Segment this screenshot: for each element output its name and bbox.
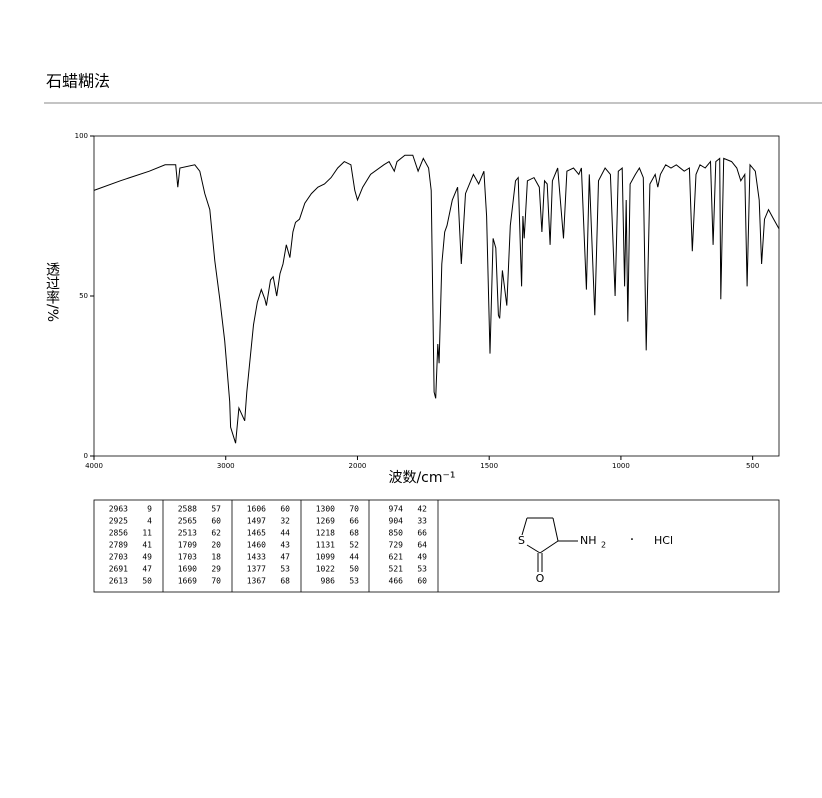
peak-transmittance: 44	[280, 529, 290, 538]
peak-transmittance: 60	[280, 505, 290, 514]
peak-transmittance: 53	[417, 565, 427, 574]
peak-transmittance: 53	[280, 565, 290, 574]
peak-transmittance: 41	[142, 541, 152, 550]
peak-wavenumber: 2565	[178, 517, 197, 526]
substituent: NH	[580, 534, 597, 547]
x-tick-label: 4000	[85, 462, 103, 470]
peak-transmittance: 32	[280, 517, 290, 526]
y-tick-label: 50	[79, 292, 88, 300]
peak-transmittance: 4	[147, 517, 152, 526]
peak-transmittance: 47	[280, 553, 290, 562]
peak-transmittance: 60	[417, 577, 427, 586]
peak-transmittance: 50	[142, 577, 152, 586]
peak-transmittance: 20	[211, 541, 221, 550]
peak-wavenumber: 729	[389, 541, 404, 550]
carbonyl: O	[536, 572, 545, 585]
peak-transmittance: 52	[349, 541, 359, 550]
peak-wavenumber: 1703	[178, 553, 197, 562]
peak-wavenumber: 521	[389, 565, 404, 574]
plot-frame	[93, 135, 780, 457]
peak-wavenumber: 621	[389, 553, 404, 562]
peak-transmittance: 62	[211, 529, 221, 538]
peak-transmittance: 68	[349, 529, 359, 538]
peak-wavenumber: 2789	[109, 541, 128, 550]
peak-wavenumber: 1300	[316, 505, 335, 514]
peak-transmittance: 57	[211, 505, 221, 514]
peak-transmittance: 64	[417, 541, 427, 550]
peak-wavenumber: 850	[389, 529, 404, 538]
peak-transmittance: 68	[280, 577, 290, 586]
peak-wavenumber: 1606	[247, 505, 266, 514]
salt: HCl	[654, 534, 673, 547]
separator-dot: ·	[630, 532, 634, 548]
peak-wavenumber: 2691	[109, 565, 128, 574]
peak-wavenumber: 1131	[316, 541, 335, 550]
peak-wavenumber: 2513	[178, 529, 197, 538]
peak-transmittance: 44	[349, 553, 359, 562]
x-tick-label: 1000	[612, 462, 630, 470]
peak-wavenumber: 1367	[247, 577, 266, 586]
x-axis-label: 波数/cm⁻¹	[388, 470, 455, 486]
peak-wavenumber: 1377	[247, 565, 266, 574]
peak-wavenumber: 2703	[109, 553, 128, 562]
peak-wavenumber: 1218	[316, 529, 335, 538]
peak-transmittance: 70	[349, 505, 359, 514]
y-axis-label: 透过率/%	[44, 262, 60, 322]
ring-atom: S	[518, 534, 525, 547]
peak-wavenumber: 1460	[247, 541, 266, 550]
peak-transmittance: 47	[142, 565, 152, 574]
peak-transmittance: 66	[349, 517, 359, 526]
x-tick-label: 1500	[480, 462, 498, 470]
peak-transmittance: 50	[349, 565, 359, 574]
substituent-subscript: 2	[601, 541, 606, 550]
peak-transmittance: 70	[211, 577, 221, 586]
structure-bonds	[521, 517, 578, 572]
peak-wavenumber: 1099	[316, 553, 335, 562]
peak-transmittance: 60	[211, 517, 221, 526]
peak-wavenumber: 1433	[247, 553, 266, 562]
peak-transmittance: 11	[142, 529, 152, 538]
x-tick-label: 3000	[217, 462, 235, 470]
peak-wavenumber: 2963	[109, 505, 128, 514]
peak-transmittance: 53	[349, 577, 359, 586]
peak-wavenumber: 1709	[178, 541, 197, 550]
peak-transmittance: 43	[280, 541, 290, 550]
peak-wavenumber: 1465	[247, 529, 266, 538]
peak-transmittance: 42	[417, 505, 427, 514]
spectrum-line	[93, 154, 780, 444]
peak-wavenumber: 904	[389, 517, 404, 526]
peak-table-frame	[93, 499, 780, 593]
peak-wavenumber: 986	[321, 577, 336, 586]
peak-wavenumber: 1269	[316, 517, 335, 526]
x-tick-label: 2000	[349, 462, 367, 470]
peak-transmittance: 29	[211, 565, 221, 574]
peak-wavenumber: 1690	[178, 565, 197, 574]
peak-transmittance: 49	[142, 553, 152, 562]
peak-wavenumber: 974	[389, 505, 404, 514]
y-tick-label: 0	[84, 452, 88, 460]
peak-transmittance: 49	[417, 553, 427, 562]
y-tick-label: 100	[75, 132, 88, 140]
chart-title: 石蜡糊法	[46, 72, 110, 91]
peak-wavenumber: 1022	[316, 565, 335, 574]
peak-wavenumber: 466	[389, 577, 404, 586]
peak-wavenumber: 2856	[109, 529, 128, 538]
peak-wavenumber: 2925	[109, 517, 128, 526]
peak-transmittance: 9	[147, 505, 152, 514]
x-tick-label: 500	[746, 462, 759, 470]
peak-wavenumber: 2613	[109, 577, 128, 586]
peak-wavenumber: 1497	[247, 517, 266, 526]
peak-transmittance: 33	[417, 517, 427, 526]
peak-wavenumber: 1669	[178, 577, 197, 586]
peak-wavenumber: 2588	[178, 505, 197, 514]
peak-transmittance: 66	[417, 529, 427, 538]
peak-transmittance: 18	[211, 553, 221, 562]
